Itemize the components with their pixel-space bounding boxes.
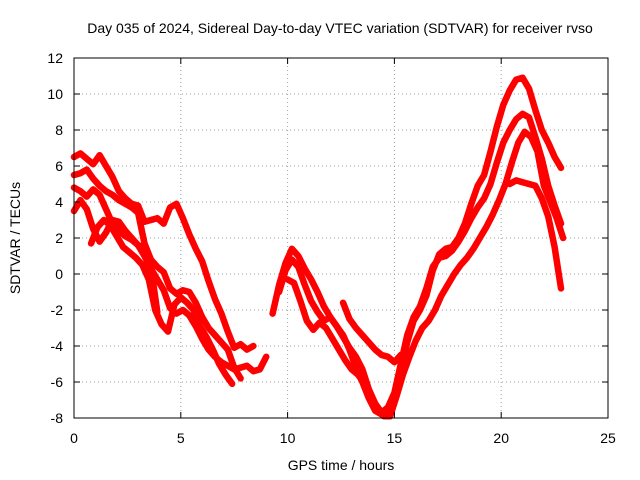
y-tick-label: 4 [55, 194, 63, 210]
y-tick-label: -6 [51, 374, 64, 390]
y-axis-title: SDTVAR / TECUs [7, 182, 23, 294]
y-tick-label: -4 [51, 338, 64, 354]
data-series-track-h [284, 128, 567, 420]
x-tick-label: 10 [280, 430, 296, 446]
data-series-track-a [70, 150, 257, 353]
data-series-track-d [70, 196, 161, 316]
y-tick-label: 12 [47, 50, 63, 66]
data-series-group [70, 74, 567, 420]
y-tick-label: -2 [51, 302, 64, 318]
data-series-track-c [70, 184, 270, 375]
data-series-track-g [275, 110, 565, 416]
data-series-track-j [506, 177, 565, 292]
x-tick-label: 25 [600, 430, 616, 446]
y-tick-label: 2 [55, 230, 63, 246]
x-axis-title: GPS time / hours [288, 457, 395, 473]
x-tick-label: 15 [387, 430, 403, 446]
y-tick-label: -8 [51, 410, 64, 426]
y-tick-label: 6 [55, 158, 63, 174]
chart-title: Day 035 of 2024, Sidereal Day-to-day VTE… [87, 20, 593, 36]
data-series-track-i [339, 299, 405, 366]
y-tick-label: 8 [55, 122, 63, 138]
data-series-track-f [269, 74, 565, 418]
y-tick-label: 0 [55, 266, 63, 282]
y-tick-label: 10 [47, 86, 63, 102]
data-series-track-b [70, 166, 244, 382]
data-series-track-e [87, 216, 236, 388]
axis-ticks: 0 5 10 15 20 25 -8 -6 -4 -2 0 2 4 6 8 10 12 [47, 50, 616, 446]
x-tick-label: 20 [493, 430, 509, 446]
grid-lines [74, 58, 608, 418]
x-tick-label: 0 [70, 430, 78, 446]
x-tick-label: 5 [177, 430, 185, 446]
